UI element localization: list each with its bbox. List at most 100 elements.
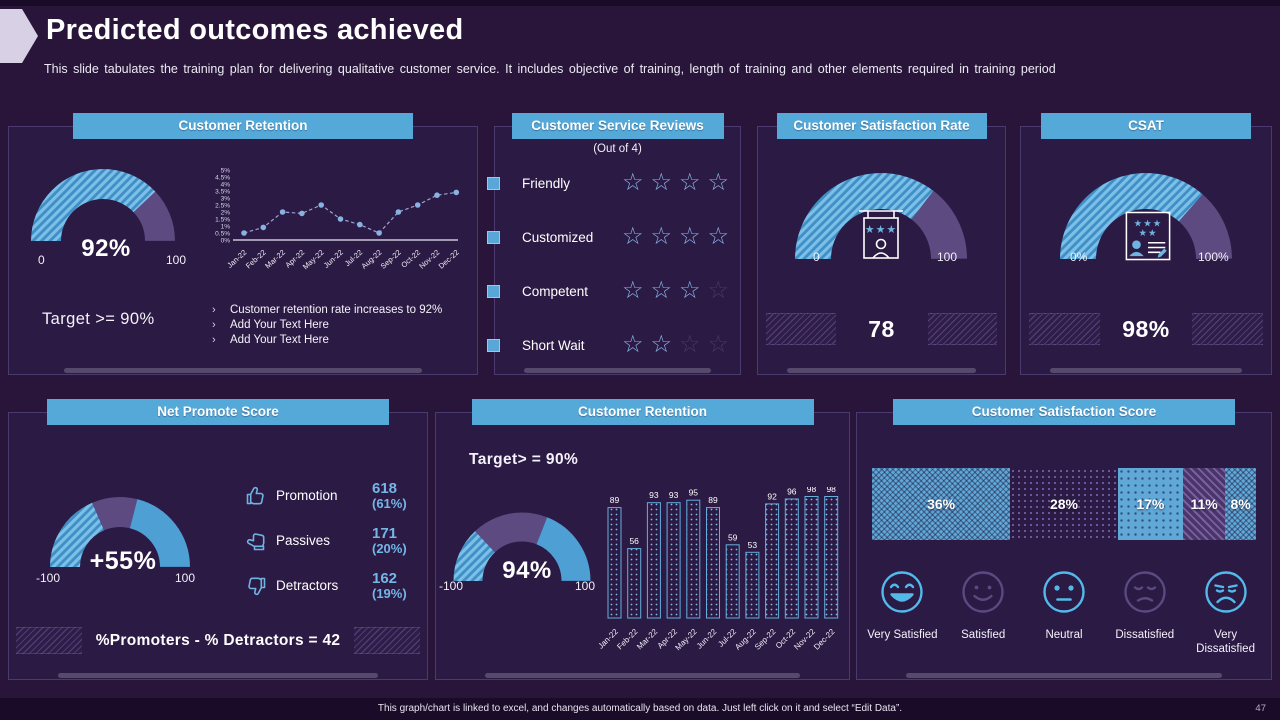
- panel-box: [8, 126, 478, 375]
- list-item: › Add Your Text Here: [212, 333, 442, 348]
- stacked-segment: 17%: [1117, 468, 1184, 540]
- stacked-segment: 36%: [872, 468, 1011, 540]
- star-filled-icon: ☆: [679, 277, 701, 304]
- panel-title: Customer Satisfaction Score: [893, 399, 1235, 425]
- review-label: Friendly: [522, 175, 571, 191]
- svg-text:Dec-22: Dec-22: [812, 627, 837, 652]
- svg-text:93: 93: [649, 490, 659, 500]
- legend-value: 162 (19%): [372, 571, 420, 601]
- segment-label: 8%: [1230, 496, 1251, 512]
- bar: [765, 503, 780, 619]
- bullet-list: › Customer retention rate increases to 92…: [212, 303, 442, 348]
- svg-text:Jun-22: Jun-22: [695, 627, 719, 651]
- csat-gauge: [1060, 173, 1232, 260]
- svg-text:May-22: May-22: [301, 248, 326, 271]
- svg-text:1%: 1%: [221, 223, 231, 230]
- legend-percent: (19%): [372, 585, 407, 601]
- target-label: Target> = 90%: [469, 451, 579, 468]
- panel-customer-satisfaction-score: Customer Satisfaction Score 36% 28% 17% 11%…: [856, 399, 1272, 680]
- star-empty-icon: ☆: [679, 331, 701, 358]
- star-filled-icon: ☆: [679, 169, 701, 196]
- nps-legend: Promotion 618 (61%) Passives 171 (20%): [242, 473, 420, 608]
- svg-text:Nov-22: Nov-22: [417, 248, 441, 271]
- face-satisfied: Satisfied: [943, 569, 1024, 656]
- legend-label: Detractors: [276, 578, 339, 593]
- svg-text:98: 98: [807, 487, 817, 494]
- hatch-decoration: [1029, 313, 1100, 345]
- face-label: Neutral: [1045, 629, 1083, 641]
- bar: [824, 496, 839, 619]
- thumbs-down-icon: [248, 577, 266, 595]
- thumb-side-icon: [246, 532, 265, 550]
- svg-text:Feb-22: Feb-22: [615, 627, 640, 652]
- panel-scrollbar[interactable]: [58, 673, 378, 678]
- nps-formula: %Promoters - % Detractors = 42: [95, 631, 341, 649]
- retention-line-chart: 0% 0.5% 1% 1.5% 2% 2.5% 3% 3.5% 4% 4.5% 5% Jan-22 Fe…: [196, 163, 472, 301]
- legend-count: 618: [372, 479, 398, 497]
- svg-text:Sep-22: Sep-22: [753, 627, 778, 652]
- stacked-segment: 28%: [1010, 468, 1118, 540]
- panel-box: [435, 412, 850, 680]
- star-filled-icon: ☆: [622, 331, 644, 358]
- panel-customer-service-reviews: Customer Service Reviews (Out of 4) Frie…: [487, 113, 741, 375]
- star-filled-icon: ☆: [679, 223, 701, 250]
- thumbs-up-icon: [246, 486, 264, 504]
- nps-gauge: [50, 497, 190, 568]
- bar: [745, 551, 760, 619]
- review-row-short-wait: Short Wait ☆ ☆ ☆ ☆: [487, 330, 731, 360]
- star-filled-icon: ☆: [650, 223, 673, 250]
- title-chevron-icon: [0, 9, 38, 63]
- nps-gauge-value: +55%: [89, 547, 157, 575]
- nps-formula-strip: %Promoters - % Detractors = 42: [16, 627, 421, 654]
- panel-scrollbar[interactable]: [484, 673, 801, 678]
- legend-value: 618 (61%): [372, 481, 420, 511]
- face-label: Satisfied: [961, 629, 1006, 641]
- svg-text:89: 89: [708, 495, 718, 505]
- panel-scrollbar[interactable]: [64, 368, 422, 373]
- neutral-face-icon: [1043, 571, 1085, 613]
- face-neutral: Neutral: [1024, 569, 1105, 656]
- target-label: Target >= 90%: [42, 310, 155, 328]
- gauge-max-label: 100: [575, 579, 596, 593]
- line-chart-svg: 0%0.5%1%1.5%2%2.5%3%3.5%4%4.5%5% Jan-22Fe…: [215, 167, 461, 271]
- legend-value: 171 (20%): [372, 526, 420, 556]
- satisfaction-rate-value: 78: [868, 315, 895, 342]
- top-strip: [0, 0, 1280, 6]
- svg-text:Sep-22: Sep-22: [379, 248, 403, 271]
- bar: [646, 502, 661, 619]
- gauge-min-label: 0%: [1070, 250, 1088, 264]
- retention-gauge: [31, 169, 175, 242]
- dissatisfied-face-icon: [1124, 571, 1166, 613]
- review-row-competent: Competent ☆ ☆ ☆ ☆: [487, 276, 731, 306]
- bar: [607, 507, 622, 619]
- hatch-decoration: [354, 627, 421, 654]
- stacked-segment: 11%: [1183, 468, 1226, 540]
- panel-title: CSAT: [1041, 113, 1251, 139]
- hatch-decoration: [927, 313, 997, 345]
- svg-text:Dec-22: Dec-22: [437, 248, 461, 271]
- square-bullet-icon: [487, 284, 500, 298]
- svg-text:93: 93: [669, 490, 679, 500]
- star-empty-icon: ☆: [707, 277, 730, 304]
- bullet-icon: ›: [212, 304, 216, 316]
- panel-box: [856, 412, 1272, 680]
- panel-scrollbar[interactable]: [905, 673, 1223, 678]
- panel-scrollbar[interactable]: [786, 368, 977, 373]
- svg-text:Mar-22: Mar-22: [263, 248, 287, 271]
- star-filled-icon: ☆: [622, 277, 644, 304]
- panel-scrollbar[interactable]: [523, 368, 712, 373]
- bar-chart-svg: 89Jan-2256Feb-2293Mar-2293Apr-2295May-22…: [596, 484, 839, 653]
- value-strip: 78: [766, 313, 997, 345]
- panel-scrollbar[interactable]: [1050, 368, 1242, 373]
- svg-text:★★★: ★★★: [865, 224, 898, 236]
- svg-text:0.5%: 0.5%: [215, 230, 230, 237]
- retention-bottom-gauge-value: 94%: [502, 557, 552, 584]
- svg-text:3%: 3%: [221, 195, 231, 202]
- star-filled-icon: ☆: [650, 277, 673, 304]
- svg-text:0%: 0%: [221, 237, 231, 244]
- svg-text:95: 95: [689, 488, 699, 498]
- svg-text:May-22: May-22: [673, 627, 699, 653]
- retention-bar-chart: 89 Jan-22 56 Feb-22 93 Mar-22 93 Apr-22 95 May-22…: [596, 484, 847, 673]
- footer-bar: This graph/chart is linked to excel, and…: [0, 698, 1280, 720]
- bar: [784, 498, 799, 619]
